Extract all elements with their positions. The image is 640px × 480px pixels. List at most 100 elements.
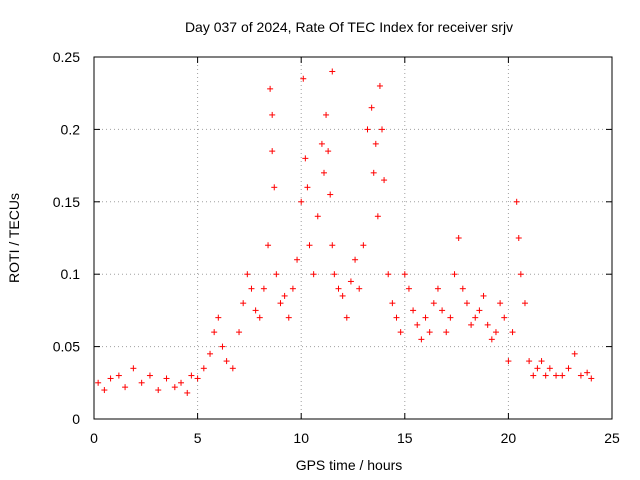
data-point xyxy=(381,177,388,184)
x-tick-label: 20 xyxy=(501,430,517,446)
data-point xyxy=(352,256,359,263)
data-point xyxy=(468,321,475,328)
data-point xyxy=(281,292,288,299)
data-point xyxy=(430,300,437,307)
data-point xyxy=(260,285,267,292)
data-point xyxy=(517,271,524,278)
data-point xyxy=(480,292,487,299)
data-point xyxy=(426,329,433,336)
data-point xyxy=(492,329,499,336)
data-point xyxy=(122,384,129,391)
data-point xyxy=(95,379,102,386)
data-point xyxy=(314,213,321,220)
data-point xyxy=(329,68,336,75)
data-point xyxy=(244,271,251,278)
data-point xyxy=(130,365,137,372)
data-point xyxy=(300,75,307,82)
data-point xyxy=(155,387,162,394)
y-axis-label: ROTI / TECUs xyxy=(6,193,22,283)
data-point xyxy=(538,358,545,365)
data-point xyxy=(343,314,350,321)
data-point xyxy=(318,140,325,147)
data-point xyxy=(347,278,354,285)
data-point xyxy=(115,372,122,379)
x-tick-label: 10 xyxy=(293,430,309,446)
data-point xyxy=(588,375,595,382)
data-point xyxy=(240,300,247,307)
data-point xyxy=(248,285,255,292)
data-point xyxy=(379,126,386,133)
data-point xyxy=(285,314,292,321)
data-point xyxy=(584,369,591,376)
data-point xyxy=(497,300,504,307)
data-point xyxy=(304,184,311,191)
data-point xyxy=(273,271,280,278)
data-point xyxy=(374,213,381,220)
data-point xyxy=(356,285,363,292)
data-point xyxy=(364,126,371,133)
data-point xyxy=(294,256,301,263)
data-point xyxy=(107,375,114,382)
data-point xyxy=(339,292,346,299)
data-point xyxy=(323,111,330,118)
data-points xyxy=(95,68,595,396)
data-point xyxy=(515,235,522,241)
data-point xyxy=(476,307,483,314)
data-point xyxy=(331,271,338,278)
data-point xyxy=(389,300,396,307)
data-point xyxy=(372,140,379,147)
data-point xyxy=(443,329,450,336)
data-point xyxy=(200,365,207,372)
y-tick-label: 0.15 xyxy=(53,194,80,210)
data-point xyxy=(163,375,170,382)
chart-title: Day 037 of 2024, Rate Of TEC Index for r… xyxy=(185,19,513,35)
data-point xyxy=(542,372,549,379)
data-point xyxy=(418,336,425,343)
data-point xyxy=(211,329,218,336)
x-tick-labels: 0 5 10 15 20 25 xyxy=(90,430,620,446)
data-point xyxy=(306,242,313,249)
data-point xyxy=(370,169,377,176)
data-point xyxy=(513,198,520,205)
data-point xyxy=(472,314,479,321)
data-point xyxy=(219,343,226,350)
plot-frame xyxy=(93,56,613,420)
data-point xyxy=(559,372,566,379)
data-point xyxy=(256,314,263,321)
x-tick-label: 15 xyxy=(397,430,413,446)
data-point xyxy=(207,350,214,357)
data-point xyxy=(385,271,392,278)
data-point xyxy=(405,285,412,292)
data-point xyxy=(501,314,508,321)
data-point xyxy=(393,314,400,321)
y-tick-label: 0 xyxy=(72,411,80,427)
data-point xyxy=(229,365,236,372)
data-point xyxy=(526,358,533,365)
data-point xyxy=(267,85,274,92)
y-tick-label: 0.05 xyxy=(53,339,80,355)
data-point xyxy=(320,169,327,176)
data-point xyxy=(271,184,278,191)
data-point xyxy=(577,372,584,379)
data-point xyxy=(488,336,495,343)
data-point xyxy=(360,242,367,249)
data-point xyxy=(329,242,336,249)
data-point xyxy=(414,321,421,328)
data-point xyxy=(277,300,284,307)
x-tick-label: 25 xyxy=(604,430,620,446)
data-point xyxy=(571,350,578,357)
data-point xyxy=(289,285,296,292)
data-point xyxy=(434,285,441,292)
data-point xyxy=(530,372,537,379)
data-point xyxy=(451,271,458,278)
data-point xyxy=(509,329,516,336)
data-point xyxy=(269,148,276,155)
data-point xyxy=(188,372,195,379)
data-point xyxy=(302,155,309,162)
data-point xyxy=(325,148,332,155)
data-point xyxy=(534,365,541,372)
data-point xyxy=(439,307,446,314)
data-point xyxy=(455,235,462,241)
